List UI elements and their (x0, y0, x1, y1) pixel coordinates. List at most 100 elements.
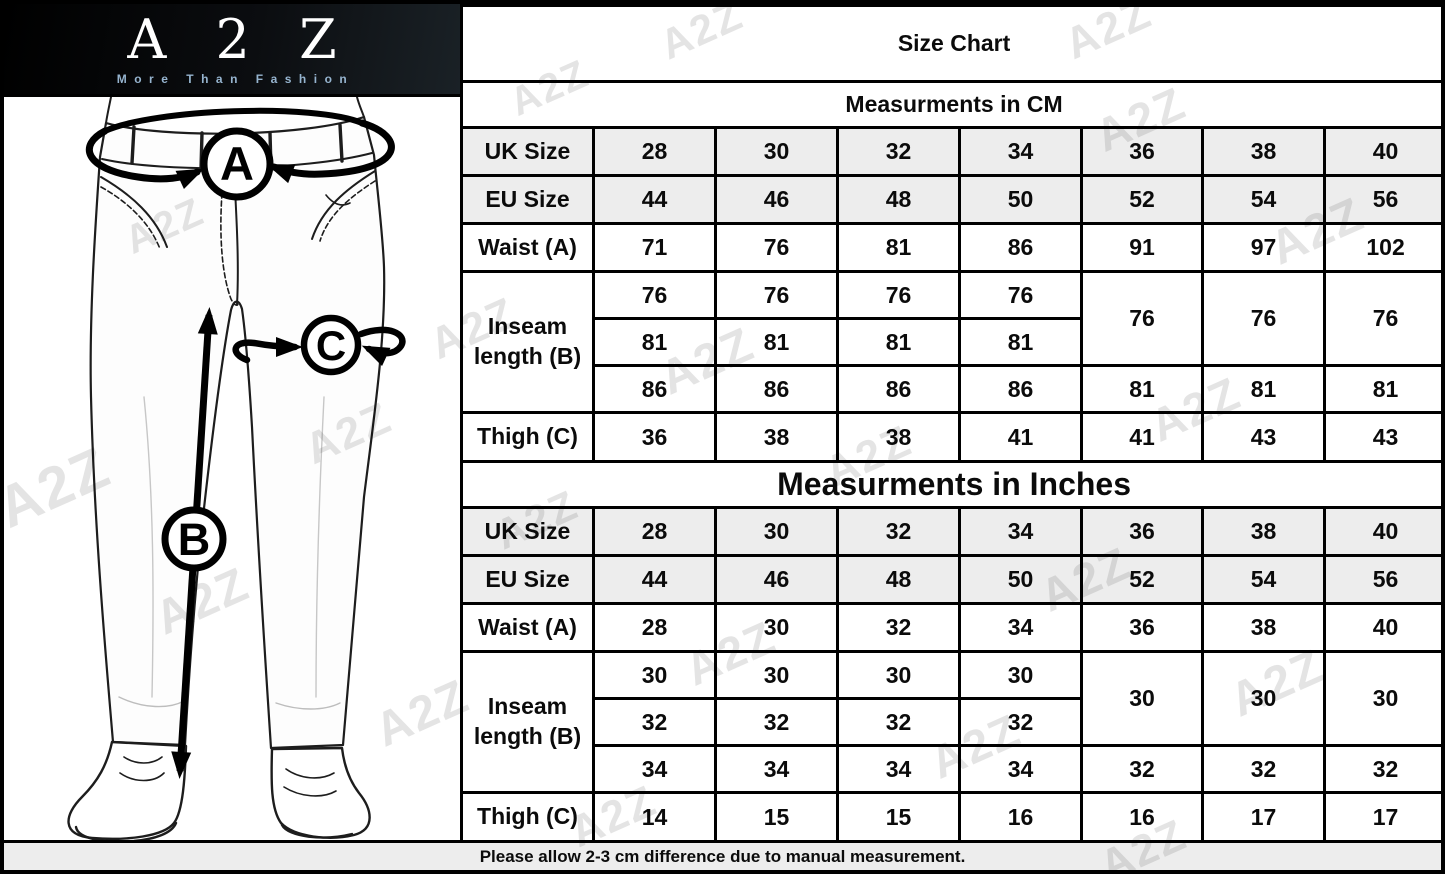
brand-tagline: More Than Fashion (116, 71, 355, 86)
cell: 38 (1201, 506, 1326, 557)
row-label-thigh: Thigh (C) (460, 411, 595, 463)
cell: 46 (714, 554, 839, 605)
cell: 76 (714, 270, 839, 320)
jeans-measurement-diagram: A B C (4, 96, 460, 843)
cell: 76 (958, 270, 1083, 320)
table-row: Thigh (C) 14 15 15 16 16 17 17 (460, 791, 1441, 843)
table-row: Measurments in CM (459, 80, 1441, 129)
cell: 86 (592, 364, 717, 414)
row-label-uk-size: UK Size (460, 126, 595, 177)
table-row: 86 86 86 86 81 81 81 (462, 364, 1441, 414)
cell: 48 (836, 554, 961, 605)
cell: 81 (1201, 364, 1326, 414)
cell: 28 (592, 602, 717, 653)
cell: 38 (714, 411, 839, 463)
table-row: EU Size 44 46 48 50 52 54 56 (460, 174, 1441, 225)
row-label-waist: Waist (A) (460, 222, 595, 273)
cell: 16 (1080, 791, 1204, 843)
inseam-measure-arrow: B (161, 307, 227, 779)
cell: 34 (592, 744, 717, 794)
cell: 76 (836, 270, 961, 320)
size-chart-table: Size Chart Measurments in CM UK Size 28 … (459, 4, 1442, 843)
cell: 52 (1080, 174, 1204, 225)
cell: 48 (836, 174, 961, 225)
waist-label: A (220, 137, 254, 190)
cell: 38 (1201, 126, 1326, 177)
cell: 76 (592, 270, 717, 320)
table-row: Waist (A) 71 76 81 86 91 97 102 (460, 222, 1441, 273)
cell: 43 (1201, 411, 1326, 463)
cell: 86 (958, 222, 1083, 273)
cell: 36 (1080, 602, 1204, 653)
table-row: UK Size 28 30 32 34 36 38 40 (460, 126, 1441, 177)
thigh-measure-arrow (232, 326, 406, 367)
row-label-waist: Waist (A) (460, 602, 595, 653)
cell: 30 (714, 650, 839, 700)
cell: 34 (836, 744, 961, 794)
cell: 76 (1201, 270, 1326, 367)
cell: 56 (1322, 174, 1441, 225)
page-title: Size Chart (459, 4, 1441, 83)
cell: 36 (592, 411, 717, 463)
jeans-details (100, 96, 376, 710)
cell: 28 (592, 126, 717, 177)
cell: 91 (1080, 222, 1204, 273)
left-pane: A 2 Z More Than Fashion (4, 4, 460, 843)
cell: 38 (1201, 602, 1326, 653)
cell: 34 (958, 506, 1083, 557)
cell: 15 (714, 791, 839, 843)
row-label-inseam: Inseam length (B) (460, 270, 595, 414)
table-row: Thigh (C) 36 38 38 41 41 43 43 (460, 411, 1441, 463)
cell: 81 (958, 317, 1083, 367)
cell: 46 (714, 174, 839, 225)
cell: 50 (958, 554, 1083, 605)
cell: 14 (592, 791, 717, 843)
cell: 28 (592, 506, 717, 557)
brand-banner: A 2 Z More Than Fashion (4, 4, 460, 97)
cell: 81 (714, 317, 839, 367)
cell: 34 (958, 744, 1083, 794)
cell: 44 (592, 174, 717, 225)
cell: 43 (1322, 411, 1441, 463)
size-chart-panel: Size Chart Measurments in CM UK Size 28 … (459, 4, 1442, 843)
cell: 97 (1201, 222, 1326, 273)
cell: 81 (592, 317, 717, 367)
section-title-inches: Measurments in Inches (459, 460, 1441, 509)
table-row: EU Size 44 46 48 50 52 54 56 (460, 554, 1441, 605)
cell: 32 (1322, 744, 1441, 794)
cell: 76 (1322, 270, 1441, 367)
cell: 76 (714, 222, 839, 273)
cell: 38 (836, 411, 961, 463)
cell: 30 (714, 506, 839, 557)
cell: 32 (836, 697, 961, 747)
cell: 81 (836, 222, 961, 273)
table-row: Size Chart (459, 4, 1441, 83)
cell: 32 (836, 602, 961, 653)
cell: 34 (958, 126, 1083, 177)
table-row: 32 32 32 32 (462, 697, 1442, 747)
cell: 32 (958, 697, 1083, 747)
cell: 16 (958, 791, 1083, 843)
cell: 34 (958, 602, 1083, 653)
footer-note-text: Please allow 2-3 cm difference due to ma… (479, 846, 966, 866)
cell: 30 (714, 602, 839, 653)
cell: 52 (1080, 554, 1204, 605)
cell: 41 (958, 411, 1083, 463)
cell: 32 (1080, 744, 1204, 794)
cell: 32 (836, 126, 961, 177)
row-label-uk-size: UK Size (460, 506, 595, 557)
cell: 15 (836, 791, 961, 843)
cell: 56 (1322, 554, 1441, 605)
cell: 76 (1080, 270, 1204, 367)
cell: 81 (836, 317, 961, 367)
cell: 86 (836, 364, 961, 414)
cell: 41 (1080, 411, 1204, 463)
waist-measure-arrow (85, 107, 395, 190)
cell: 17 (1322, 791, 1441, 843)
shoes-sketch (67, 740, 371, 843)
cell: 30 (1322, 650, 1441, 747)
jeans-sketch-svg: A B C (67, 96, 406, 843)
table-row: 81 81 81 81 (462, 317, 1442, 367)
table-row: Waist (A) 28 30 32 34 36 38 40 (460, 602, 1441, 653)
